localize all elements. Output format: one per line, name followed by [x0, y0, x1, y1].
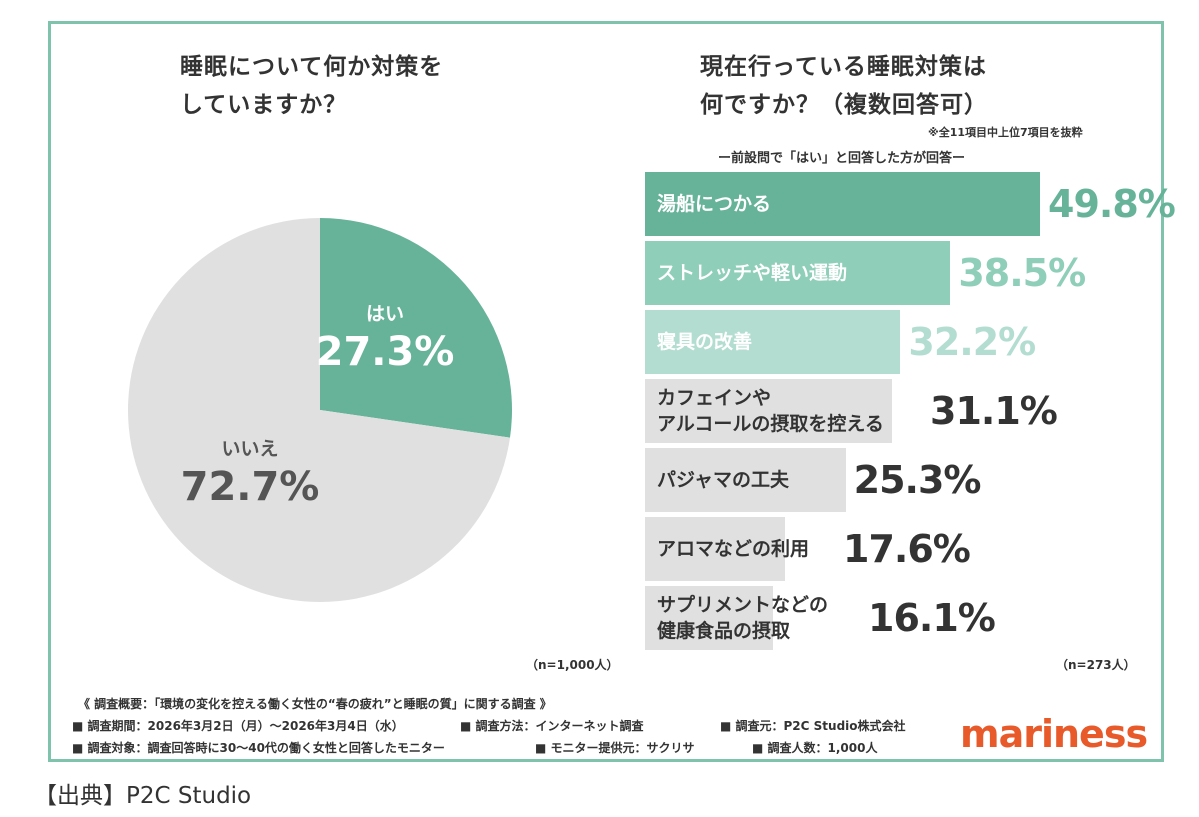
survey-organizer: ■ 調査元：P2C Studio株式会社 — [720, 719, 906, 733]
pie-slice-value: 72.7% — [181, 464, 320, 510]
pie-slice-no — [128, 218, 510, 602]
bar-category-label: パジャマの工夫 — [657, 467, 789, 493]
survey-period: ■ 調査期間：2026年3月2日（月）〜2026年3月4日（水） — [72, 719, 404, 733]
survey-overview: 《 調査概要：「環境の変化を控える働く女性の“春の疲れ”と睡眠の質」に関する調査… — [78, 697, 552, 711]
bar-value-label: 17.6% — [843, 527, 971, 571]
bar-7 — [645, 586, 773, 650]
bar-category-line: サプリメントなどの — [657, 594, 829, 616]
bar-note: ※全11項目中上位7項目を抜粋 — [928, 126, 1083, 139]
survey-provider: ■ モニター提供元：サクリサ — [535, 741, 695, 755]
bar-1 — [645, 172, 1040, 236]
pie-n-label: （n=1,000人） — [526, 658, 619, 672]
bar-value-label: 38.5% — [958, 251, 1086, 295]
bar-category-label: ストレッチや軽い運動 — [657, 260, 847, 286]
bar-category-line: アロマなどの利用 — [657, 538, 810, 560]
bar-category-line: パジャマの工夫 — [657, 469, 790, 491]
bar-category-label: サプリメントなどの 健康食品の摂取 — [657, 592, 828, 644]
bar-value-label: 49.8% — [1048, 182, 1176, 226]
bar-3 — [645, 310, 901, 374]
bar-title-line2: 何ですか？（複数回答可） — [700, 92, 988, 118]
pie-slice-value: 27.3% — [316, 329, 455, 375]
bar-n-label: （n=273人） — [1056, 658, 1136, 672]
bar-category-label: カフェインやアルコールの摂取を控える — [657, 385, 884, 437]
bar-category-line: ストレッチや軽い運動 — [657, 262, 848, 284]
bar-subtitle: ー前設問で「はい」と回答した方が回答ー — [718, 151, 966, 166]
bar-value-label: 16.1% — [868, 596, 996, 640]
bar-category-label: 湯船につかる — [657, 191, 771, 217]
survey-target: ■ 調査対象：調査回答時に30〜40代の働く女性と回答したモニター — [72, 741, 445, 755]
pie-chart: はい 27.3% いいえ 72.7% — [128, 218, 512, 602]
bar-4 — [645, 379, 892, 443]
bar-value-label: 31.1% — [930, 389, 1058, 433]
pie-slice-label: いいえ — [221, 438, 278, 460]
source-credit: 【出典】P2C Studio — [34, 783, 252, 809]
pie-slice-yes — [320, 218, 512, 438]
bar-category-line: 湯船につかる — [657, 193, 772, 215]
pie-title-line2: していますか？ — [180, 92, 348, 118]
bar-category-label: アロマなどの利用 — [657, 536, 809, 562]
pie-title-line1: 睡眠について何か対策を — [180, 54, 444, 80]
mariness-logo: mariness — [960, 712, 1148, 756]
survey-method: ■ 調査方法：インターネット調査 — [460, 719, 644, 733]
bar-title-line1: 現在行っている睡眠対策は — [700, 54, 987, 80]
bar-6 — [645, 517, 785, 581]
bar-category-line: 寝具の改善 — [657, 331, 753, 353]
bar-category-line: 健康食品の摂取 — [657, 620, 791, 642]
bar-5 — [645, 448, 846, 512]
bar-category-line: カフェインや — [657, 387, 772, 409]
survey-count: ■ 調査人数：1,000人 — [752, 741, 878, 755]
bar-category-line: アルコールの摂取を控える — [657, 413, 884, 435]
bar-category-label: 寝具の改善 — [657, 329, 752, 355]
bar-value-label: 32.2% — [908, 320, 1036, 364]
bar-2 — [645, 241, 951, 305]
pie-slice-label: はい — [366, 303, 404, 325]
bar-value-label: 25.3% — [853, 458, 982, 502]
